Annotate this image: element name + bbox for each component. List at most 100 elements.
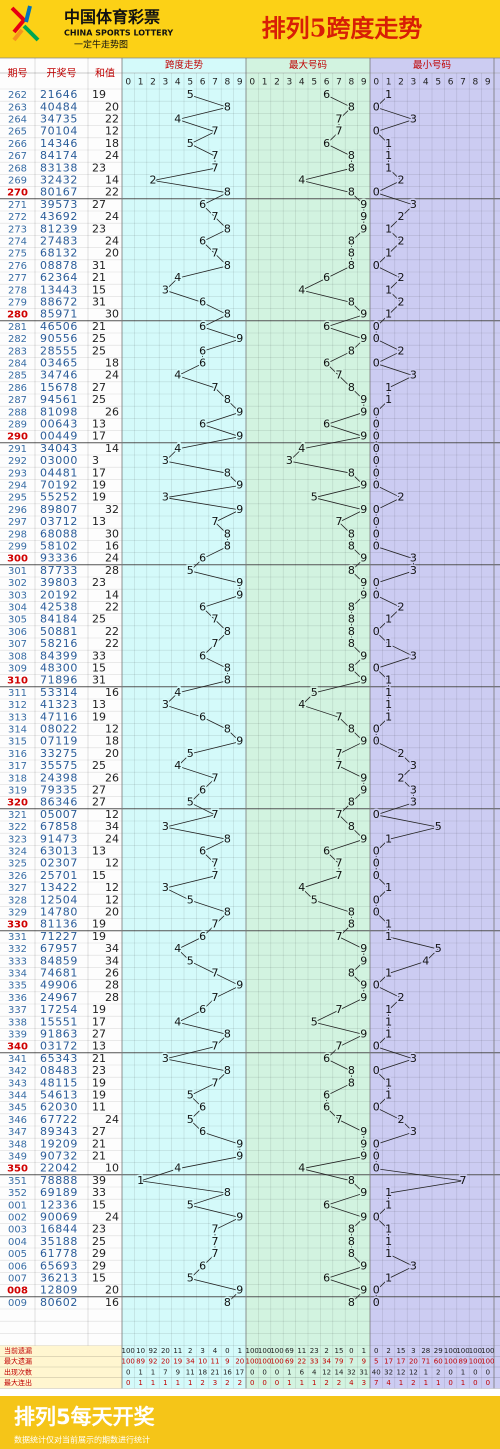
period: 344 [8,1091,27,1102]
trend-digit: 8 [224,527,231,540]
period: 276 [8,261,27,272]
draw-number: 58102 [40,540,78,553]
period: 297 [8,517,27,528]
trend-digit: 8 [348,601,355,614]
period: 005 [8,1249,27,1260]
stats-value: 0 [225,1347,229,1355]
trend-digit: 3 [410,796,417,809]
trend-digit: 3 [162,491,169,504]
draw-number: 05007 [40,808,78,821]
sum-value: 17 [92,430,106,443]
period: 300 [7,554,28,565]
trend-digit: 0 [373,466,380,479]
sum-value: 20 [105,247,119,260]
trend-digit: 9 [360,1150,367,1163]
trend-digit: 6 [323,320,330,333]
trend-digit: 8 [348,613,355,626]
trend-digit: 0 [373,1137,380,1150]
trend-digit: 1 [385,1198,392,1211]
digit-header: 8 [225,78,231,88]
stats-value: 79 [335,1358,344,1366]
trend-digit: 3 [410,784,417,797]
period: 309 [8,664,27,675]
period: 302 [8,578,27,589]
draw-number: 21646 [40,88,78,101]
period: 290 [7,432,28,443]
trend-digit: 6 [199,710,206,723]
period: 267 [8,151,27,162]
trend-digit: 0 [373,1040,380,1053]
stats-value: 100 [246,1358,259,1366]
stats-value: 10 [198,1358,207,1366]
trend-digit: 2 [398,174,405,187]
trend-digit: 5 [187,954,194,967]
draw-number: 91473 [40,832,78,845]
trend-digit: 1 [385,1247,392,1260]
stats-value: 33 [310,1358,319,1366]
sum-value: 13 [92,1040,106,1053]
stats-value: 100 [456,1347,469,1355]
trend-digit: 9 [236,430,243,443]
period: 264 [8,115,27,126]
period: 006 [8,1261,27,1272]
period: 004 [8,1237,27,1248]
period: 322 [8,822,27,833]
sum-value: 14 [105,442,119,455]
trend-digit: 8 [348,967,355,980]
sum-value: 34 [105,954,119,967]
digit-header: 7 [336,78,342,88]
stats-label: 最大遗漏 [4,1357,32,1366]
stats-value: 0 [486,1368,490,1376]
trend-digit: 5 [311,686,318,699]
trend-digit: 0 [373,1296,380,1309]
period: 320 [7,798,28,809]
sum-value: 31 [92,259,106,272]
draw-number: 03172 [40,1040,78,1053]
draw-number: 03465 [40,357,78,370]
trend-digit: 6 [323,1272,330,1285]
trend-digit: 8 [224,906,231,919]
stats-value: 0 [374,1347,378,1355]
stats-value: 89 [459,1358,468,1366]
trend-digit: 3 [410,759,417,772]
trend-digit: 2 [398,771,405,784]
draw-number: 55252 [40,491,78,504]
period: 285 [8,371,27,382]
period: 329 [8,908,27,919]
trend-digit: 8 [224,100,231,113]
trend-digit: 7 [212,1076,219,1089]
sum-value: 27 [92,1125,106,1138]
sum-value: 23 [92,1064,106,1077]
period: 324 [8,847,27,858]
stats-value: 0 [126,1379,130,1387]
trend-digit: 4 [298,1162,305,1175]
trend-digit: 0 [373,405,380,418]
trend-digit: 6 [199,552,206,565]
stats-value: 15 [335,1347,344,1355]
period: 270 [7,188,28,199]
stats-value: 19 [173,1358,182,1366]
trend-digit: 1 [385,1186,392,1199]
trend-digit: 6 [199,296,206,309]
period: 331 [8,932,27,943]
draw-number: 34043 [40,442,78,455]
period: 321 [8,810,27,821]
draw-number: 27483 [40,235,78,248]
draw-number: 84399 [40,649,78,662]
digit-header: 5 [187,78,193,88]
digit-header: 9 [237,78,243,88]
trend-digit: 9 [360,308,367,321]
trend-digit: 9 [360,979,367,992]
trend-digit: 0 [373,515,380,528]
trend-digit: 0 [373,1162,380,1175]
period: 338 [8,1017,27,1028]
draw-number: 24398 [40,771,78,784]
sum-value: 25 [92,332,106,345]
draw-number: 61778 [40,1247,78,1260]
trend-digit: 8 [348,540,355,553]
sum-value: 17 [92,1015,106,1028]
draw-number: 13422 [40,881,78,894]
period: 001 [8,1200,27,1211]
stats-value: 7 [349,1358,353,1366]
trend-digit: 0 [373,100,380,113]
